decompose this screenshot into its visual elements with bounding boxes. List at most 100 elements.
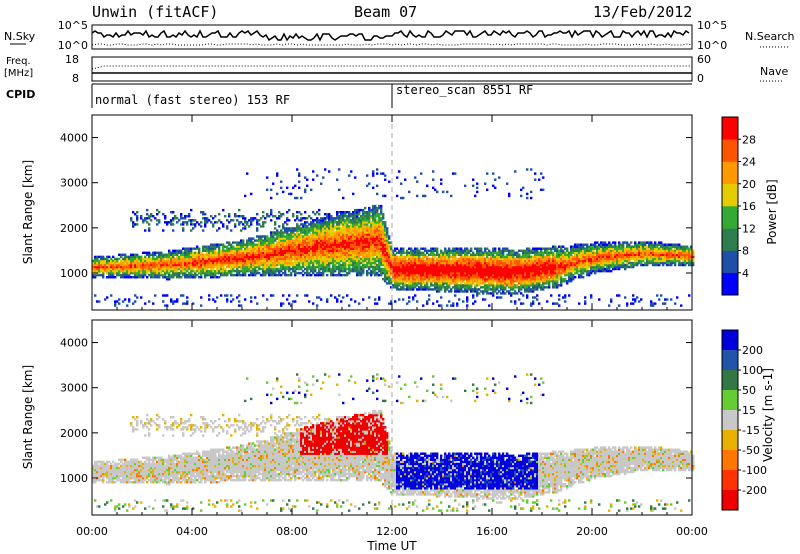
power-cell [238,209,240,211]
power-cell [460,248,462,250]
power-cell [124,254,126,256]
power-cell [402,248,404,250]
power-cell [358,302,360,304]
power-cell [200,304,202,306]
power-cell [164,215,166,217]
power-cell [242,239,244,241]
power-cell [454,172,456,174]
power-cell [338,189,340,191]
power-cell [240,229,242,231]
power-cell [408,300,410,302]
power-cell [204,276,206,278]
power-cell [246,172,248,174]
power-cell [414,176,416,178]
nave-tick-top: 60 [697,53,711,66]
power-cell [384,223,386,225]
power-cell [472,302,474,304]
power-cell [472,179,474,181]
power-cell [118,302,120,304]
power-cell [414,294,416,296]
power-cell [408,191,410,193]
power-cell [282,213,284,215]
power-cell [526,294,528,296]
power-cell [530,168,532,170]
power-cell [194,276,196,278]
power-cell [212,217,214,219]
power-cell [254,296,256,298]
power-cell [114,276,116,278]
freq-panel: Freq. [MHz] 18 8 60 0 Nave [4,53,788,85]
power-cell [266,235,268,237]
power-cell [346,294,348,296]
power-cell [412,288,414,290]
power-cell [514,170,516,172]
power-cell [382,217,384,219]
power-cell [136,254,138,256]
power-cell [520,288,522,290]
power-cell [366,185,368,187]
power-cell [306,217,308,219]
power-cell [450,288,452,290]
power-cell [230,294,232,296]
power-cell [422,304,424,306]
power-cell [328,170,330,172]
power-cell [262,215,264,217]
power-cell [300,197,302,199]
power-cell [288,219,290,221]
power-cell [180,276,182,278]
power-cell [398,298,400,300]
power-cell [292,213,294,215]
power-cell [546,300,548,302]
power-cell [220,221,222,223]
power-panel: 1000200030004000 Slant Range [km] 481216… [21,115,779,310]
power-cell [518,298,520,300]
power-cell [416,248,418,250]
power-cell [262,294,264,296]
power-cell [348,174,350,176]
power-cell [298,187,300,189]
power-cell [426,302,428,304]
power-cell [308,300,310,302]
power-cell [98,300,100,302]
power-cell [132,221,134,223]
power-cell [186,296,188,298]
power-cell [444,248,446,250]
power-cell [380,205,382,207]
nsky-label: N.Sky [4,30,36,43]
sky-tick-right-top: 10^5 [697,19,727,32]
power-cell [274,215,276,217]
power-cell [476,187,478,189]
power-cell [238,223,240,225]
power-cell [530,197,532,199]
power-cell [200,296,202,298]
power-cell [270,209,272,211]
power-cell [232,219,234,221]
power-cell [542,176,544,178]
power-cell [318,213,320,215]
power-cell [484,298,486,300]
power-cell [152,302,154,304]
power-cell [410,248,412,250]
power-cell [416,181,418,183]
power-cell [376,172,378,174]
power-cell [316,174,318,176]
power-cell [402,298,404,300]
power-cell [312,302,314,304]
power-cell [388,237,390,239]
power-cell [216,296,218,298]
power-cell [264,217,266,219]
power-cell [158,276,160,278]
nsearch-series [92,44,692,45]
power-cell [144,229,146,231]
power-cell [176,298,178,300]
power-cell [188,213,190,215]
power-cell [226,225,228,227]
power-cell [368,296,370,298]
power-cell [336,179,338,181]
power-cell [194,223,196,225]
power-cell [494,248,496,250]
power-cell [124,298,126,300]
power-cell [126,304,128,306]
power-cell [330,215,332,217]
power-cell [264,221,266,223]
